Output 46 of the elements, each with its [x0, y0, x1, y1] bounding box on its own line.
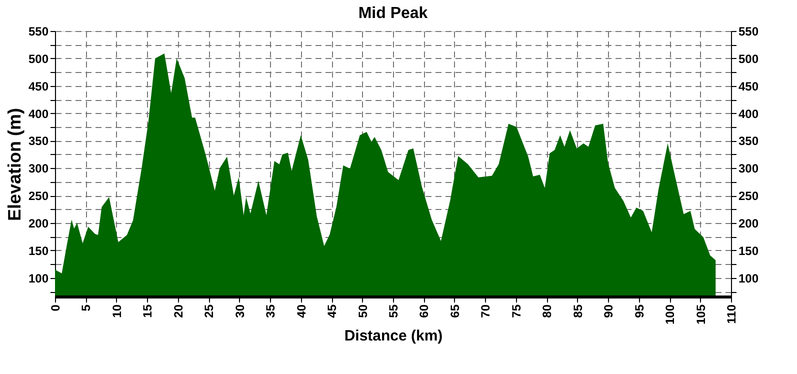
y-tick-label: 150: [28, 244, 49, 258]
x-tick-label: 35: [264, 304, 278, 318]
y2-tick-label: 350: [738, 134, 759, 148]
x-tick-label: 105: [694, 304, 708, 325]
y-tick-label: 300: [28, 162, 49, 176]
y2-tick-label: 100: [738, 271, 759, 286]
y2-tick-label: 450: [738, 79, 759, 94]
y2-tick-label: 200: [738, 216, 759, 230]
y-tick-label: 550: [28, 24, 49, 38]
chart-title: Mid Peak: [358, 5, 428, 22]
x-tick-label: 45: [325, 304, 340, 318]
x-tick-label: 0: [48, 304, 62, 312]
y-tick-label: 400: [28, 106, 49, 121]
x-tick-label: 25: [202, 304, 216, 318]
y-tick-label: 200: [28, 216, 49, 230]
x-tick-label: 5: [79, 304, 94, 312]
x-tick-label: 70: [478, 304, 493, 318]
x-tick-label: 95: [632, 304, 646, 318]
x-tick-label: 90: [602, 304, 616, 318]
y-tick-label: 500: [28, 52, 49, 66]
x-tick-label: 55: [386, 304, 400, 318]
x-tick-label: 10: [110, 304, 124, 318]
y2-tick-label: 400: [738, 106, 759, 121]
x-tick-label: 100: [663, 304, 678, 325]
x-tick-label: 30: [232, 304, 247, 318]
x-tick-label: 75: [509, 304, 524, 318]
y2-tick-label: 550: [738, 24, 759, 38]
y-axis-title: Elevation (m): [4, 108, 24, 222]
y2-tick-label: 300: [738, 162, 759, 176]
x-tick-label: 20: [171, 304, 186, 318]
y-tick-label: 250: [28, 189, 49, 204]
y-tick-label: 350: [28, 134, 49, 148]
x-tick-label: 80: [540, 304, 554, 318]
x-axis-title: Distance (km): [344, 328, 443, 345]
x-tick-label: 60: [417, 304, 432, 318]
x-tick-label: 40: [294, 304, 308, 318]
x-tick-label: 65: [448, 304, 462, 318]
y2-tick-label: 500: [738, 52, 759, 66]
x-tick-label: 50: [356, 304, 370, 318]
x-tick-label: 15: [140, 304, 155, 318]
x-tick-label: 85: [570, 304, 585, 318]
y2-tick-label: 250: [738, 189, 759, 204]
y-tick-label: 450: [28, 79, 49, 94]
y2-tick-label: 150: [738, 244, 759, 258]
x-tick-label: 110: [724, 304, 738, 324]
y-tick-label: 100: [28, 271, 49, 286]
